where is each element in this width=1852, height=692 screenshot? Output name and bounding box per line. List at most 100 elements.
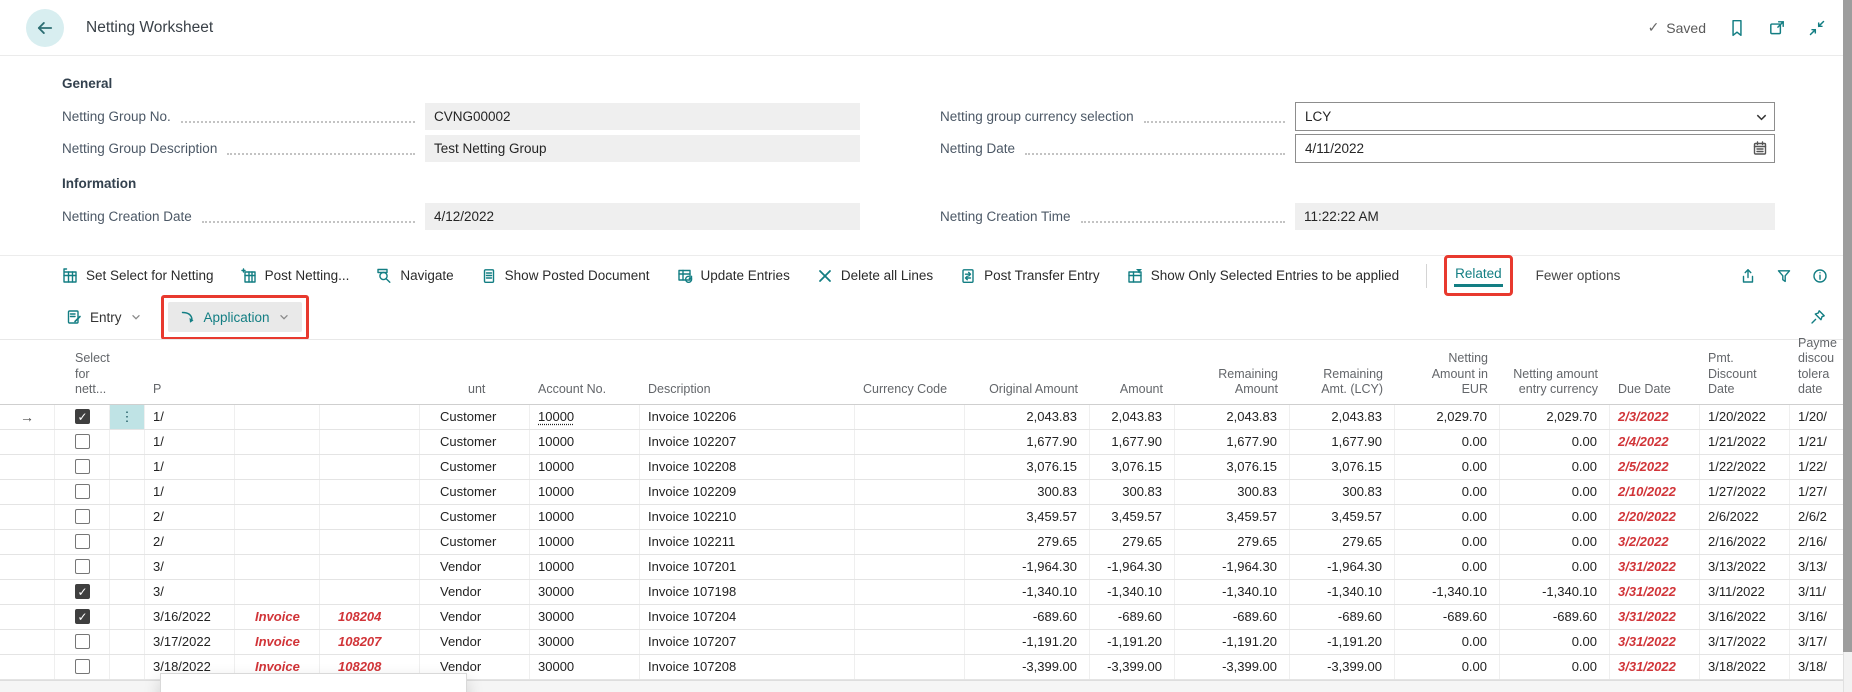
account-no-cell[interactable]: 30000 <box>530 580 640 604</box>
row-checkbox[interactable] <box>74 658 90 674</box>
row-checkbox[interactable] <box>74 633 90 649</box>
netting-amount-eur-cell[interactable]: -1,340.10 <box>1395 580 1500 604</box>
netting-amount-entry-currency-cell[interactable]: 0.00 <box>1500 505 1610 529</box>
remaining-amount-cell[interactable]: 279.65 <box>1175 530 1290 554</box>
currency-code-cell[interactable] <box>855 655 965 679</box>
description-cell[interactable]: Invoice 102211 <box>640 530 855 554</box>
currency-select[interactable]: LCY <box>1295 101 1775 131</box>
remaining-amt-lcy-cell[interactable]: -689.60 <box>1290 605 1395 629</box>
posting-date-cell[interactable]: 2/ <box>145 530 235 554</box>
due-date-cell[interactable]: 2/3/2022 <box>1610 405 1700 429</box>
account-type-cell[interactable]: Customer <box>420 480 530 504</box>
netting-amount-eur-cell[interactable]: 0.00 <box>1395 630 1500 654</box>
row-checkbox[interactable] <box>74 483 90 499</box>
menu-item-delete-all-lines[interactable]: Delete all Lines <box>161 681 466 692</box>
remaining-amt-lcy-cell[interactable]: 2,043.83 <box>1290 405 1395 429</box>
amount-cell[interactable]: -1,340.10 <box>1090 580 1175 604</box>
document-no-cell[interactable] <box>320 480 420 504</box>
filter-button[interactable] <box>1776 268 1792 284</box>
due-date-cell[interactable]: 3/31/2022 <box>1610 655 1700 679</box>
header-select-for-netting[interactable]: Select for nett... <box>75 351 110 396</box>
netting-amount-entry-currency-cell[interactable]: 0.00 <box>1500 455 1610 479</box>
original-amount-cell[interactable]: 300.83 <box>965 480 1090 504</box>
row-checkbox[interactable] <box>74 405 90 429</box>
table-row[interactable]: → ⋮ 1/ Customer 10000 Invoice 102209 300… <box>0 480 1852 505</box>
header-account-no[interactable]: Account No. <box>538 381 607 396</box>
netting-amount-eur-cell[interactable]: 0.00 <box>1395 655 1500 679</box>
remaining-amount-cell[interactable]: 2,043.83 <box>1175 405 1290 429</box>
document-no-cell[interactable]: 108207 <box>320 630 420 654</box>
account-no-cell[interactable]: 30000 <box>530 630 640 654</box>
open-in-new-window-button[interactable] <box>1768 19 1786 37</box>
row-checkbox[interactable] <box>74 433 90 449</box>
select-for-netting-cell[interactable] <box>55 480 110 504</box>
select-for-netting-cell[interactable] <box>55 555 110 579</box>
netting-amount-eur-cell[interactable]: -689.60 <box>1395 605 1500 629</box>
posting-date-cell[interactable]: 1/ <box>145 430 235 454</box>
table-row[interactable]: → ⋮ 2/ Customer 10000 Invoice 102211 279… <box>0 530 1852 555</box>
action-navigate[interactable]: Navigate <box>376 268 454 284</box>
document-no-cell[interactable]: 108208 <box>320 655 420 679</box>
select-for-netting-cell[interactable] <box>55 630 110 654</box>
select-for-netting-cell[interactable] <box>55 605 110 629</box>
currency-code-cell[interactable] <box>855 605 965 629</box>
netting-amount-eur-cell[interactable]: 0.00 <box>1395 505 1500 529</box>
row-checkbox[interactable] <box>74 580 90 604</box>
header-original-amount[interactable]: Original Amount <box>989 381 1078 396</box>
row-checkbox[interactable] <box>74 605 90 629</box>
netting-amount-entry-currency-cell[interactable]: 0.00 <box>1500 530 1610 554</box>
header-description[interactable]: Description <box>648 381 711 396</box>
account-type-cell[interactable]: Vendor <box>420 580 530 604</box>
amount-cell[interactable]: -689.60 <box>1090 605 1175 629</box>
header-remaining-amt-lcy[interactable]: Remaining Amt. (LCY) <box>1321 366 1383 396</box>
table-row[interactable]: → ⋮ 1/ Customer 10000 Invoice 102208 3,0… <box>0 455 1852 480</box>
netting-amount-entry-currency-cell[interactable]: 0.00 <box>1500 630 1610 654</box>
table-row[interactable]: → ⋮ 3/ Vendor 30000 Invoice 107198 -1,34… <box>0 580 1852 605</box>
due-date-cell[interactable]: 3/31/2022 <box>1610 580 1700 604</box>
row-menu-cell[interactable]: ⋮ <box>110 530 145 554</box>
document-type-cell[interactable] <box>235 430 320 454</box>
netting-date-input[interactable] <box>1295 133 1775 163</box>
account-type-cell[interactable]: Customer <box>420 530 530 554</box>
row-checkbox[interactable] <box>74 558 90 574</box>
netting-amount-eur-cell[interactable]: 2,029.70 <box>1395 405 1500 429</box>
row-menu-cell[interactable]: ⋮ <box>110 630 145 654</box>
document-type-cell[interactable]: Invoice <box>235 605 320 629</box>
currency-code-cell[interactable] <box>855 580 965 604</box>
original-amount-cell[interactable]: -689.60 <box>965 605 1090 629</box>
row-menu-cell[interactable]: ⋮ <box>110 605 145 629</box>
pmt-discount-date-cell[interactable]: 2/16/2022 <box>1700 530 1790 554</box>
document-no-cell[interactable] <box>320 530 420 554</box>
posting-date-cell[interactable]: 3/18/2022 <box>145 655 235 679</box>
header-document-type[interactable] <box>235 397 320 404</box>
pmt-discount-date-cell[interactable]: 2/6/2022 <box>1700 505 1790 529</box>
account-no-cell[interactable]: 10000 <box>530 480 640 504</box>
description-cell[interactable]: Invoice 102207 <box>640 430 855 454</box>
currency-code-cell[interactable] <box>855 405 965 429</box>
related-menu-button[interactable]: Related <box>1454 264 1503 287</box>
header-remaining-amount[interactable]: Remaining Amount <box>1218 366 1278 396</box>
select-for-netting-cell[interactable] <box>55 530 110 554</box>
account-type-cell[interactable]: Customer <box>420 505 530 529</box>
netting-amount-entry-currency-cell[interactable]: 0.00 <box>1500 480 1610 504</box>
description-cell[interactable]: Invoice 107201 <box>640 555 855 579</box>
currency-code-cell[interactable] <box>855 530 965 554</box>
account-type-cell[interactable]: Vendor <box>420 655 530 679</box>
description-cell[interactable]: Invoice 102208 <box>640 455 855 479</box>
remaining-amount-cell[interactable]: 300.83 <box>1175 480 1290 504</box>
account-type-cell[interactable]: Vendor <box>420 555 530 579</box>
bookmark-button[interactable] <box>1728 19 1746 37</box>
remaining-amt-lcy-cell[interactable]: 1,677.90 <box>1290 430 1395 454</box>
original-amount-cell[interactable]: 279.65 <box>965 530 1090 554</box>
amount-cell[interactable]: 1,677.90 <box>1090 430 1175 454</box>
original-amount-cell[interactable]: 2,043.83 <box>965 405 1090 429</box>
document-no-cell[interactable] <box>320 455 420 479</box>
account-no-cell[interactable]: 10000 <box>530 505 640 529</box>
row-checkbox[interactable] <box>74 458 90 474</box>
original-amount-cell[interactable]: 3,459.57 <box>965 505 1090 529</box>
document-no-cell[interactable] <box>320 505 420 529</box>
amount-cell[interactable]: 279.65 <box>1090 530 1175 554</box>
original-amount-cell[interactable]: 3,076.15 <box>965 455 1090 479</box>
info-button[interactable] <box>1812 268 1828 284</box>
remaining-amount-cell[interactable]: -1,340.10 <box>1175 580 1290 604</box>
